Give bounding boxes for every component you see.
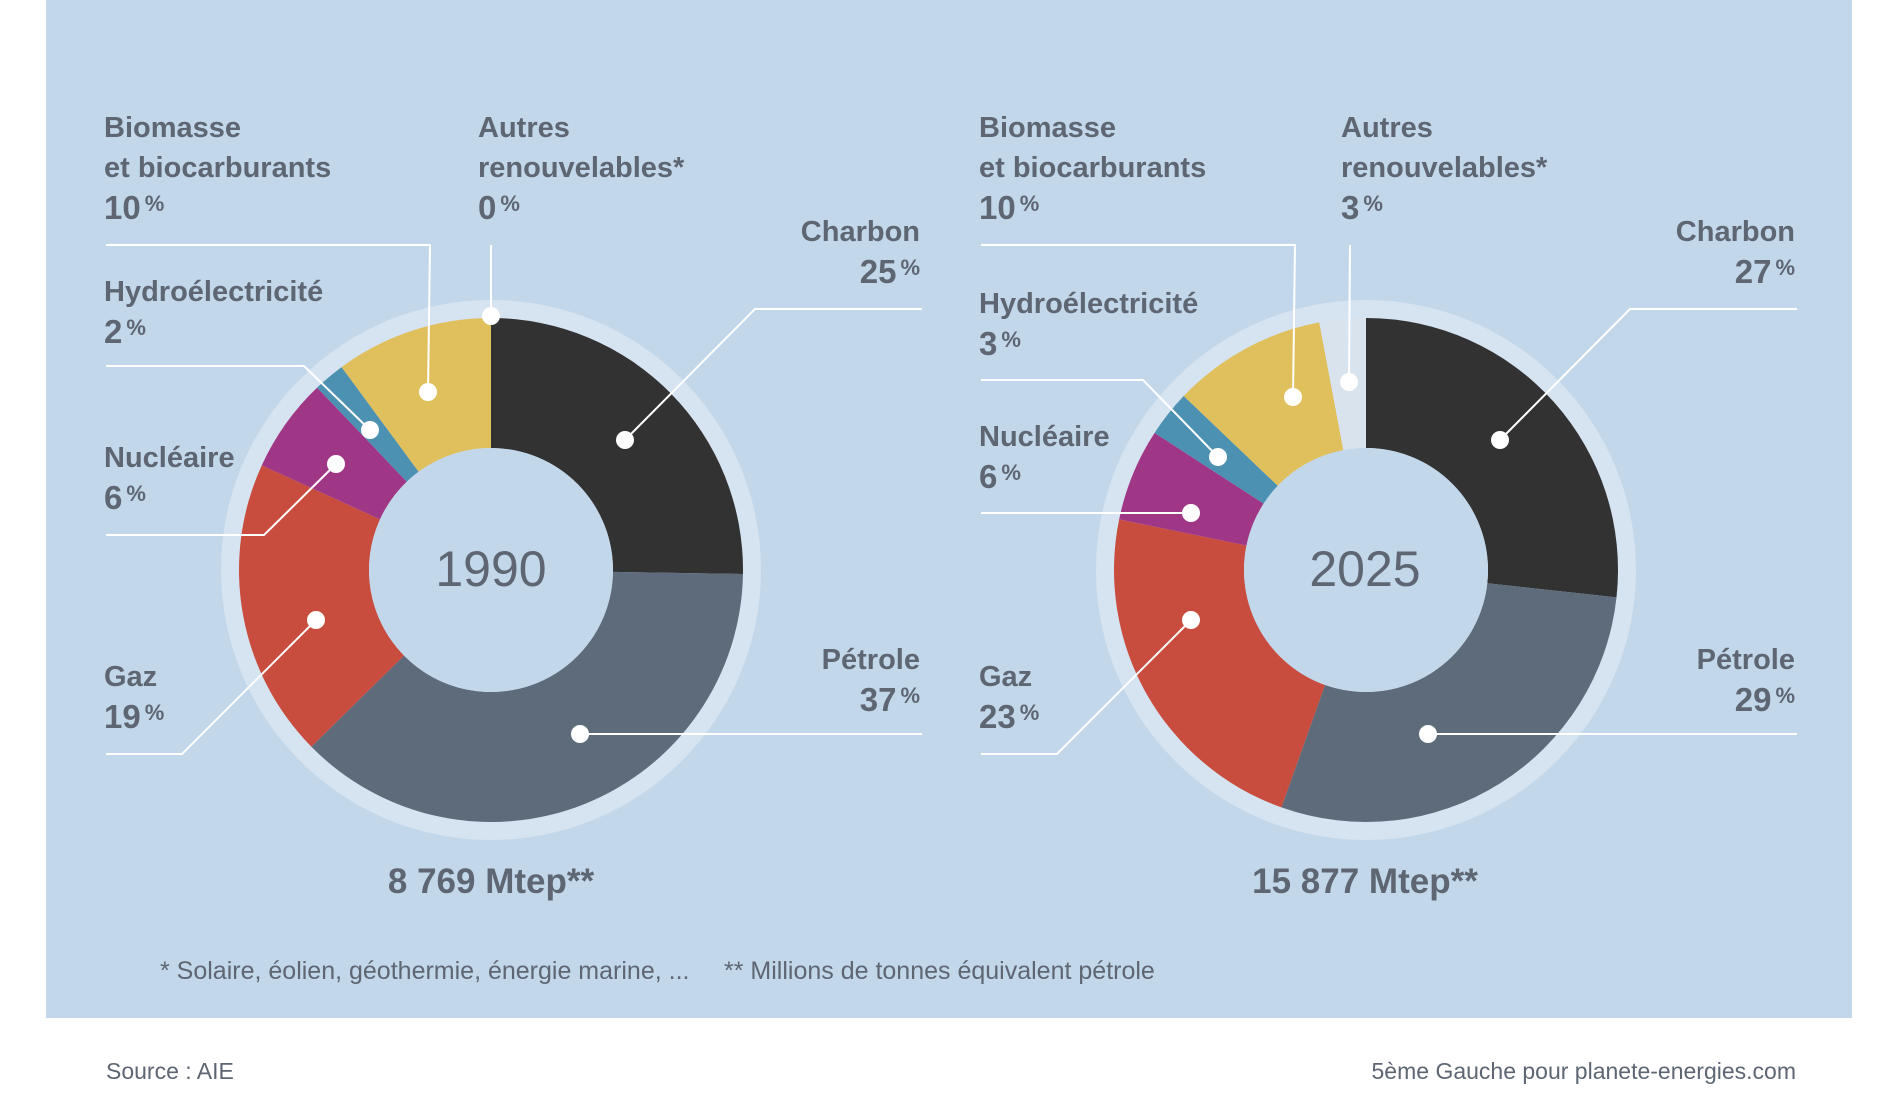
- label-biomasse-line1: Biomasse: [979, 112, 1117, 144]
- label-charbon-1990: Charbon 25%: [700, 212, 920, 292]
- leader-dot: [616, 431, 634, 449]
- label-autres-line1: Autres: [1341, 112, 1433, 144]
- pct-value: 23%: [979, 698, 1040, 735]
- slice-charbon: [491, 318, 743, 574]
- leader-line: [981, 619, 1192, 755]
- pct-value: 25%: [859, 253, 920, 290]
- leader-line: [981, 244, 1297, 398]
- leader-dot: [1284, 388, 1302, 406]
- leader-dot: [1182, 504, 1200, 522]
- label-petrole: Pétrole: [821, 644, 920, 676]
- leader-dot: [327, 455, 345, 473]
- leader-line: [981, 379, 1219, 458]
- pct-value: 10%: [979, 189, 1040, 226]
- leader-line: [106, 619, 317, 755]
- chart-year-1990: 1990: [435, 541, 547, 597]
- leader-dot: [1419, 725, 1437, 743]
- footnote-mtep: ** Millions de tonnes équivalent pétrole: [724, 957, 1155, 985]
- label-petrole-1990: Pétrole 37%: [700, 640, 920, 720]
- label-charbon-2025: Charbon 27%: [1575, 212, 1795, 292]
- pct-value: 29%: [1734, 681, 1795, 718]
- pct-value: 37%: [859, 681, 920, 718]
- donut-hole: [1244, 448, 1488, 692]
- leader-dot: [1491, 431, 1509, 449]
- pct-value: 6%: [979, 458, 1021, 495]
- label-biomasse-1990: Biomasse et biocarburants 10%: [104, 108, 331, 228]
- leader-dot: [482, 307, 500, 325]
- leader-line: [106, 463, 337, 536]
- author-credit: 5ème Gauche pour planete-energies.com: [1371, 1058, 1796, 1084]
- slice-nucléaire: [1119, 432, 1264, 546]
- label-hydro-1990: Hydroélectricité 2%: [104, 272, 323, 352]
- leader-dot: [1340, 373, 1358, 391]
- label-autres-line1: Autres: [478, 112, 570, 144]
- pct-value: 27%: [1734, 253, 1795, 290]
- label-nucleaire: Nucléaire: [979, 421, 1110, 453]
- label-gaz-2025: Gaz 23%: [979, 657, 1039, 737]
- slice-pétrole: [1281, 583, 1617, 822]
- label-biomasse-line1: Biomasse: [104, 112, 242, 144]
- label-nucleaire-2025: Nucléaire 6%: [979, 417, 1110, 497]
- label-nucleaire-1990: Nucléaire 6%: [104, 438, 235, 518]
- label-charbon: Charbon: [1675, 216, 1795, 248]
- slice-biomasse-et-biocarburants: [341, 318, 491, 472]
- label-hydro: Hydroélectricité: [104, 276, 324, 308]
- label-biomasse-2025: Biomasse et biocarburants 10%: [979, 108, 1206, 228]
- leader-dot: [419, 383, 437, 401]
- chart-year-2025: 2025: [1309, 541, 1421, 597]
- leader-dot: [1209, 448, 1227, 466]
- donut-hole: [369, 448, 613, 692]
- pct-value: 6%: [104, 479, 146, 516]
- pct-value: 2%: [104, 313, 146, 350]
- source-credit: Source : AIE: [106, 1058, 234, 1084]
- chart-total-2025: 15 877 Mtep**: [1252, 862, 1478, 901]
- slice-charbon: [1366, 318, 1618, 598]
- label-autres-line2: renouvelables*: [478, 152, 685, 184]
- pct-value: 0%: [478, 189, 520, 226]
- label-gaz-1990: Gaz 19%: [104, 657, 164, 737]
- leader-line: [1348, 244, 1351, 383]
- label-gaz: Gaz: [979, 661, 1033, 693]
- leader-line: [1499, 308, 1797, 441]
- slice-biomasse-et-biocarburants: [1183, 322, 1344, 486]
- label-hydro-2025: Hydroélectricité 3%: [979, 284, 1198, 364]
- slice-nucléaire: [261, 387, 407, 520]
- leader-dot: [307, 611, 325, 629]
- label-petrole-2025: Pétrole 29%: [1575, 640, 1795, 720]
- pct-value: 10%: [104, 189, 165, 226]
- label-gaz: Gaz: [104, 661, 158, 693]
- leader-line: [106, 244, 432, 393]
- leader-line: [106, 365, 371, 431]
- label-nucleaire: Nucléaire: [104, 442, 235, 474]
- pct-value: 3%: [979, 325, 1021, 362]
- slice-gaz: [238, 465, 405, 747]
- pct-value: 19%: [104, 698, 165, 735]
- slice-pétrole: [311, 571, 743, 822]
- label-biomasse-line2: et biocarburants: [104, 152, 332, 184]
- label-petrole: Pétrole: [1696, 644, 1795, 676]
- chart-total-1990: 8 769 Mtep**: [387, 862, 595, 901]
- pct-value: 3%: [1341, 189, 1383, 226]
- leader-dot: [571, 725, 589, 743]
- label-autres-1990: Autres renouvelables* 0%: [478, 108, 684, 228]
- leader-line: [624, 308, 922, 441]
- footnote-renewables: * Solaire, éolien, géothermie, énergie m…: [160, 957, 690, 985]
- label-biomasse-line2: et biocarburants: [979, 152, 1207, 184]
- leader-dot: [1182, 611, 1200, 629]
- slice-gaz: [1114, 519, 1326, 808]
- label-hydro: Hydroélectricité: [979, 288, 1199, 320]
- label-autres-line2: renouvelables*: [1341, 152, 1548, 184]
- label-charbon: Charbon: [800, 216, 920, 248]
- label-autres-2025: Autres renouvelables* 3%: [1341, 108, 1547, 228]
- leader-dot: [361, 421, 379, 439]
